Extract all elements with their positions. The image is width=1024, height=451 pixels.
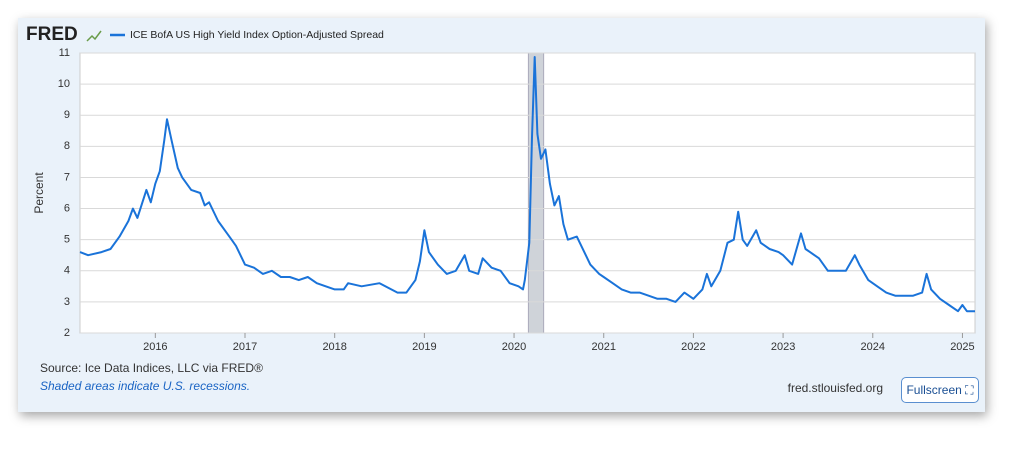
series-line bbox=[79, 56, 975, 313]
y-axis-label: Percent bbox=[32, 172, 46, 214]
x-tick-label: 2023 bbox=[771, 341, 795, 353]
x-tick-label: 2024 bbox=[861, 341, 885, 353]
site-link: fred.stlouisfed.org bbox=[788, 381, 883, 395]
x-tick-label: 2017 bbox=[233, 341, 257, 353]
y-tick-label: 7 bbox=[64, 171, 70, 183]
y-tick-label: 10 bbox=[58, 78, 70, 90]
y-tick-label: 6 bbox=[64, 202, 70, 214]
source: Source: Ice Data Indices, LLC via FRED® bbox=[40, 361, 263, 375]
y-tick-label: 2 bbox=[64, 327, 70, 339]
plot-area bbox=[79, 52, 976, 334]
x-tick-label: 2016 bbox=[143, 341, 167, 353]
y-tick-label: 9 bbox=[64, 109, 70, 121]
x-tick-label: 2019 bbox=[412, 341, 436, 353]
logo-icon bbox=[86, 30, 102, 42]
fullscreen-label: Fullscreen bbox=[906, 383, 962, 397]
x-tick-label: 2020 bbox=[502, 341, 526, 353]
y-tick-label: 8 bbox=[64, 140, 70, 152]
x-tick-label: 2018 bbox=[322, 341, 346, 353]
logo: FRED bbox=[26, 24, 78, 45]
x-tick-label: 2022 bbox=[681, 341, 705, 353]
x-tick-label: 2025 bbox=[950, 341, 974, 353]
fullscreen-button[interactable]: Fullscreen ⛶ bbox=[901, 377, 979, 403]
y-tick-label: 5 bbox=[64, 234, 70, 246]
y-tick-label: 11 bbox=[59, 47, 70, 59]
x-tick-label: 2021 bbox=[591, 341, 615, 353]
y-tick-label: 3 bbox=[64, 296, 70, 308]
y-tick-label: 4 bbox=[64, 265, 70, 277]
legend-label: ICE BofA US High Yield Index Option-Adju… bbox=[130, 29, 384, 41]
recession-note: Shaded areas indicate U.S. recessions. bbox=[40, 379, 250, 393]
